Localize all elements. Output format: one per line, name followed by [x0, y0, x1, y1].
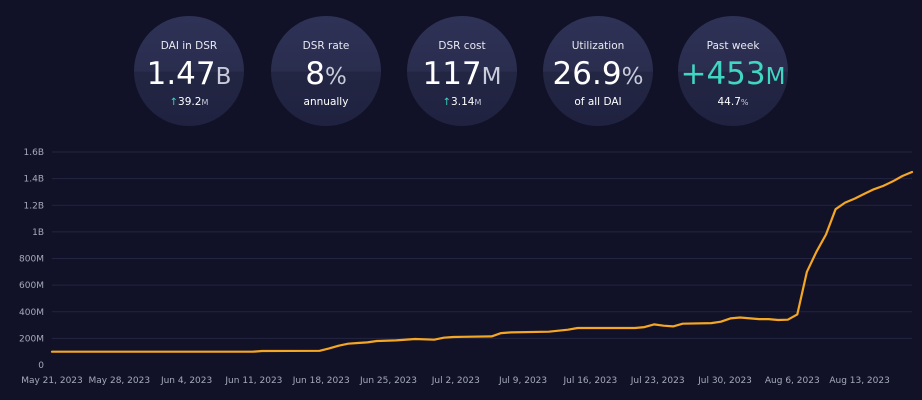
- y-tick-label: 0: [38, 361, 44, 371]
- stat-dsr-rate: DSR rate 8% annually: [271, 16, 381, 126]
- stat-label: Utilization: [571, 40, 625, 52]
- y-tick-label: 600M: [19, 281, 44, 291]
- chart-grid: [52, 151, 912, 339]
- x-tick-label: Jun 11, 2023: [224, 376, 282, 386]
- x-tick-label: Jun 18, 2023: [292, 376, 350, 386]
- stat-change: ↑3.14M: [442, 96, 482, 108]
- stat-dsr-cost: DSR cost 117M ↑3.14M: [407, 16, 517, 126]
- chart-series: [50, 170, 914, 353]
- stat-value: 8%: [305, 56, 347, 92]
- stats-row: DAI in DSR 1.47B ↑39.2M DSR rate 8% annu…: [0, 0, 922, 140]
- y-tick-label: 1B: [32, 228, 44, 238]
- stat-value: 26.9%: [552, 56, 644, 92]
- y-axis: 0 200M 400M 600M 800M 1B 1.2B 1.4B 1.6B: [19, 148, 44, 371]
- x-tick-label: Jun 25, 2023: [359, 376, 417, 386]
- y-tick-label: 1.2B: [24, 201, 45, 211]
- x-tick-label: Jul 9, 2023: [498, 376, 547, 386]
- series-line: [50, 170, 914, 353]
- y-tick-label: 800M: [19, 255, 44, 265]
- x-tick-label: Jul 16, 2023: [562, 376, 617, 386]
- y-tick-label: 1.4B: [24, 175, 45, 185]
- arrow-up-icon: ↑: [442, 97, 452, 108]
- stat-label: DSR cost: [438, 40, 486, 52]
- stat-value: 117M: [422, 56, 502, 92]
- stat-past-week: Past week +453M 44.7%: [678, 16, 788, 126]
- y-tick-label: 1.6B: [24, 148, 45, 158]
- x-tick-label: Jul 2, 2023: [431, 376, 480, 386]
- stat-label: DSR rate: [302, 40, 350, 52]
- x-tick-label: Aug 6, 2023: [765, 376, 820, 386]
- arrow-up-icon: ↑: [169, 97, 179, 108]
- stat-subtext: annually: [303, 96, 349, 108]
- x-tick-label: Aug 13, 2023: [829, 376, 890, 386]
- stat-utilization: Utilization 26.9% of all DAI: [543, 16, 653, 126]
- stat-value: 1.47B: [146, 56, 232, 92]
- x-tick-label: May 21, 2023: [21, 376, 83, 386]
- stat-label: DAI in DSR: [160, 40, 218, 52]
- x-tick-label: Jun 4, 2023: [160, 376, 212, 386]
- stat-dai-in-dsr: DAI in DSR 1.47B ↑39.2M: [134, 16, 244, 126]
- x-tick-label: Jul 23, 2023: [630, 376, 685, 386]
- stat-change: ↑39.2M: [169, 96, 209, 108]
- x-tick-label: Jul 30, 2023: [697, 376, 752, 386]
- y-tick-label: 400M: [19, 308, 44, 318]
- line-chart: 0 200M 400M 600M 800M 1B 1.2B 1.4B 1.6B May 21, …: [19, 148, 914, 386]
- x-axis: May 21, 2023 May 28, 2023 Jun 4, 2023 Jun 1…: [21, 376, 890, 386]
- stat-value: +453M: [680, 56, 786, 92]
- x-tick-label: May 28, 2023: [89, 376, 151, 386]
- stat-subtext: of all DAI: [574, 96, 622, 108]
- y-tick-label: 200M: [19, 334, 44, 344]
- stat-label: Past week: [706, 40, 760, 52]
- stat-change: 44.7%: [717, 96, 749, 108]
